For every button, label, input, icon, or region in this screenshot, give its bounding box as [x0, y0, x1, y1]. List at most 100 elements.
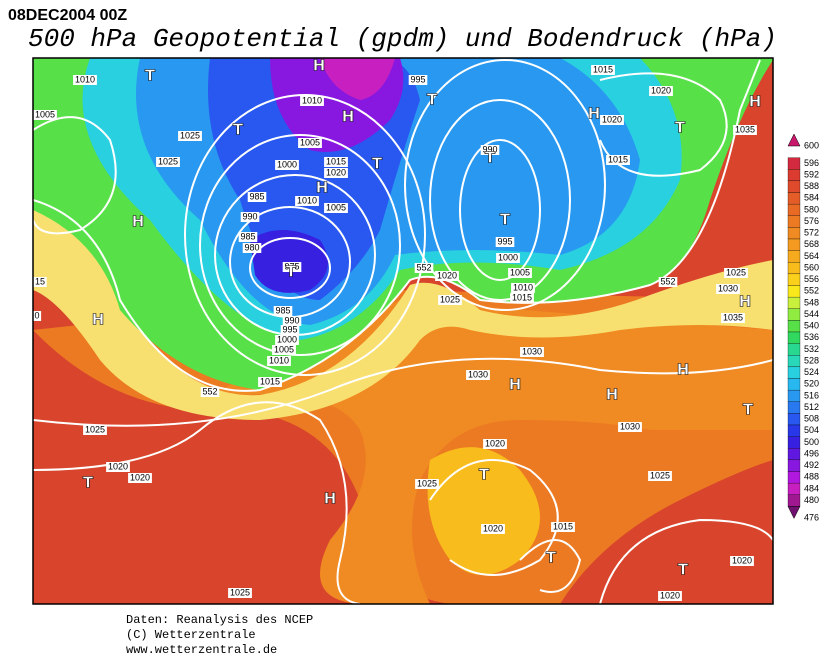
- isobar-label-box: [73, 75, 97, 85]
- colorbar-label: 516: [804, 390, 819, 400]
- colorbar-label: 580: [804, 204, 819, 214]
- isobar-label-box: [324, 168, 348, 178]
- colorbar-swatch: [787, 494, 801, 507]
- isobar-label-box: [618, 422, 642, 432]
- colorbar-swatch: [787, 424, 801, 437]
- isobar-label-box: [324, 203, 348, 213]
- isobar-label: 1025: [230, 587, 250, 597]
- height-label: 552: [202, 386, 217, 396]
- colorbar-swatch: [787, 250, 801, 263]
- isobar-label-box: [273, 306, 293, 316]
- colorbar-label: 600: [804, 140, 819, 150]
- pressure-center: H: [313, 57, 326, 75]
- isobar-label: 1030: [718, 283, 738, 293]
- colorbar-label: 520: [804, 379, 819, 389]
- colorbar-swatch: [787, 378, 801, 391]
- map-frame: [32, 57, 774, 605]
- height-label-box: [658, 277, 678, 287]
- pressure-center: T: [233, 121, 244, 139]
- footer-line: www.wetterzentrale.de: [126, 643, 277, 656]
- colorbar-swatch: [787, 180, 801, 193]
- isobar-label-box: [33, 277, 47, 287]
- isobar-label: 1005: [326, 202, 346, 212]
- colorbar-swatch: [787, 273, 801, 286]
- isobar-label: 1020: [437, 270, 457, 280]
- isobar-label: 1020: [602, 114, 622, 124]
- isobar-label: 995: [282, 324, 297, 334]
- colorbar-label: 572: [804, 228, 819, 238]
- colorbar-label: 564: [804, 251, 819, 261]
- isobar-label: 995: [410, 74, 425, 84]
- colorbar-swatch: [787, 482, 801, 495]
- height-label: 552: [416, 262, 431, 272]
- isobar-label-box: [481, 524, 505, 534]
- isobar-label-box: [128, 473, 152, 483]
- isobar-label: 1020: [483, 523, 503, 533]
- isobar-label-box: [33, 110, 57, 120]
- colorbar-label: 488: [804, 472, 819, 482]
- colorbar-label: 524: [804, 367, 819, 377]
- isobar-label: 1020: [651, 85, 671, 95]
- isobar-label-box: [520, 347, 544, 357]
- isobar-label: 1015: [553, 521, 573, 531]
- colorbar-swatch: [787, 308, 801, 321]
- isobar-label: 1030: [522, 346, 542, 356]
- colorbar-cap: [787, 506, 801, 519]
- colorbar-label: 500: [804, 437, 819, 447]
- isobar-label: 990: [242, 211, 257, 221]
- isobar-label: 0: [34, 310, 39, 320]
- isobar-label: 990: [284, 315, 299, 325]
- colorbar-swatch: [787, 389, 801, 402]
- isobar-label-box: [228, 588, 252, 598]
- isobar-label: 1020: [732, 555, 752, 565]
- footer-line: (C) Wetterzentrale: [126, 628, 256, 642]
- isobar-label-box: [438, 295, 462, 305]
- isobar-label-box: [275, 335, 299, 345]
- colorbar-label: 576: [804, 216, 819, 226]
- isobar-label-box: [606, 155, 630, 165]
- isobar-label-box: [156, 157, 180, 167]
- colorbar-swatch: [787, 366, 801, 379]
- colorbar-label: 508: [804, 414, 819, 424]
- isobar-label-box: [648, 471, 672, 481]
- isobar-label-box: [240, 212, 260, 222]
- colorbar-swatch: [787, 331, 801, 344]
- isobar-label-box: [295, 196, 319, 206]
- isobar-label: 1025: [85, 424, 105, 434]
- pressure-center: H: [92, 311, 105, 329]
- colorbar-label: 492: [804, 460, 819, 470]
- isobar-label-box: [483, 439, 507, 449]
- pressure-center: T: [83, 474, 94, 492]
- colorbar-swatch: [787, 192, 801, 205]
- colorbar-label: 588: [804, 181, 819, 191]
- isobar-label-box: [178, 131, 202, 141]
- pressure-center: T: [675, 119, 686, 137]
- isobar-label-box: [298, 138, 322, 148]
- isobar-label: 1020: [660, 590, 680, 600]
- isobar-label: 1015: [326, 156, 346, 166]
- colorbar-label: 540: [804, 321, 819, 331]
- isobar-label-box: [733, 125, 757, 135]
- isobar-label-box: [300, 96, 324, 106]
- isobar-label: 1005: [35, 109, 55, 119]
- isobar-label: 1035: [723, 312, 743, 322]
- isobar-label-box: [324, 157, 348, 167]
- isobar-label: 1010: [75, 74, 95, 84]
- isobar-label: 985: [249, 191, 264, 201]
- isobar-label-box: [258, 377, 282, 387]
- isobar-label-box: [435, 271, 459, 281]
- colorbar-swatch: [787, 285, 801, 298]
- height-label-box: [414, 263, 434, 273]
- isobar-label: 1010: [513, 282, 533, 292]
- footer-line: Daten: Reanalysis des NCEP: [126, 613, 313, 627]
- isobar-label: 985: [275, 305, 290, 315]
- isobar-label-box: [238, 232, 258, 242]
- colorbar-swatch: [787, 320, 801, 333]
- pressure-center: H: [606, 386, 619, 404]
- isobar-label: 1025: [180, 130, 200, 140]
- isobar-label: 1030: [620, 421, 640, 431]
- isobar-label: 1035: [735, 124, 755, 134]
- colorbar-swatch: [787, 343, 801, 356]
- pressure-center: H: [316, 179, 329, 197]
- colorbar-swatch: [787, 296, 801, 309]
